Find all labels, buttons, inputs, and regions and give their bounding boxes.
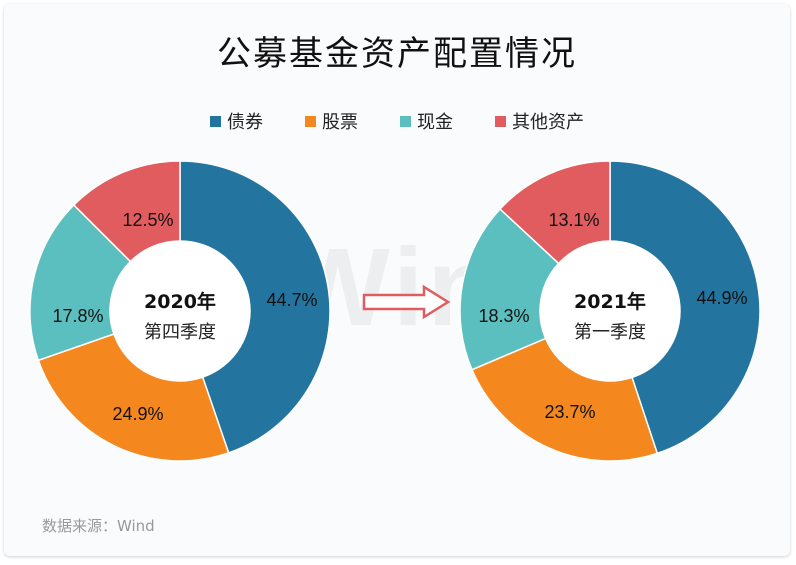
legend-item-bonds: 债券 [210, 108, 263, 134]
segment-label-other: 12.5% [122, 210, 173, 230]
segment-label-bonds: 44.7% [266, 290, 317, 310]
segment-label-cash: 18.3% [478, 306, 529, 326]
segment-label-stocks: 24.9% [112, 404, 163, 424]
legend-swatch-icon [305, 115, 316, 127]
center-year: 2020年 [144, 290, 216, 313]
legend-swatch-icon [400, 115, 411, 127]
legend-label: 其他资产 [512, 112, 584, 133]
segment-label-bonds: 44.9% [696, 288, 747, 308]
legend-label: 现金 [417, 112, 453, 133]
arrow-right-icon [362, 284, 451, 320]
donut-hole [540, 241, 680, 381]
legend-label: 债券 [227, 112, 263, 133]
legend-item-cash: 现金 [400, 108, 453, 134]
segment-label-other: 13.1% [548, 210, 599, 230]
segment-label-stocks: 23.7% [544, 402, 595, 422]
center-year: 2021年 [574, 290, 646, 313]
segment-label-cash: 17.8% [52, 306, 103, 326]
data-source: 数据来源：Wind [42, 517, 155, 535]
donut-chart-2021q1: 2021年 第一季度 44.9% 23.7% 18.3% 13.1% [460, 160, 760, 462]
legend-label: 股票 [322, 112, 358, 133]
center-quarter: 第一季度 [574, 322, 646, 343]
donut-segments [30, 160, 330, 462]
center-quarter: 第四季度 [144, 322, 216, 343]
legend-item-other: 其他资产 [495, 108, 584, 134]
chart-card: 公募基金资产配置情况 债券 股票 现金 其他资产 Wind 2020年 第四季度… [4, 4, 790, 556]
chart-title: 公募基金资产配置情况 [217, 34, 577, 74]
donut-chart-2020q4: 2020年 第四季度 44.7% 24.9% 17.8% 12.5% [30, 160, 330, 462]
legend: 债券 股票 现金 其他资产 [4, 108, 790, 134]
legend-item-stocks: 股票 [305, 108, 358, 134]
donut-hole [110, 241, 250, 381]
legend-swatch-icon [210, 115, 221, 127]
donut-segments [460, 160, 760, 462]
legend-swatch-icon [495, 115, 506, 127]
